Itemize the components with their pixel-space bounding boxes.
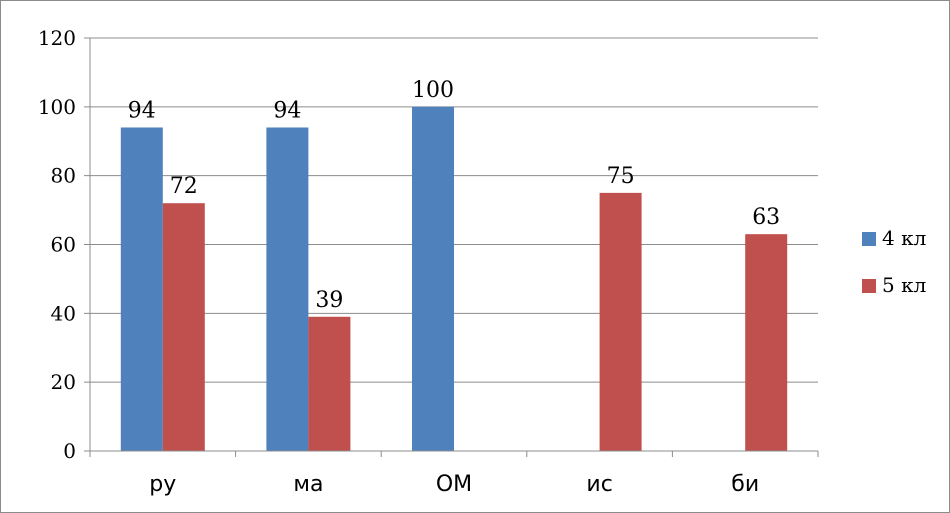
x-tick-label: би (731, 472, 759, 497)
bar (120, 127, 163, 451)
bar (266, 127, 309, 451)
data-label: 39 (315, 288, 343, 313)
data-label: 72 (170, 174, 198, 199)
bar (599, 192, 642, 451)
x-tick-label: ОМ (436, 472, 472, 497)
data-label: 94 (273, 98, 301, 123)
y-tick-label: 120 (38, 26, 76, 50)
legend-label: 4 кл (882, 226, 926, 250)
bar (308, 316, 351, 451)
y-tick-label: 60 (51, 233, 76, 257)
data-label: 100 (412, 78, 454, 103)
y-tick-label: 40 (51, 301, 76, 325)
legend-swatch (862, 279, 876, 293)
y-tick-label: 20 (51, 370, 76, 394)
data-label: 94 (128, 98, 156, 123)
legend-label: 5 кл (882, 273, 926, 297)
data-label: 63 (752, 205, 780, 230)
legend-swatch (862, 232, 876, 246)
data-label: 75 (607, 164, 635, 189)
x-tick-label: ис (586, 472, 612, 497)
x-tick-label: ма (293, 472, 323, 497)
x-tick-label: ру (149, 472, 176, 497)
bar (162, 203, 205, 451)
y-tick-label: 100 (38, 95, 76, 119)
y-tick-label: 0 (63, 439, 76, 463)
y-tick-label: 80 (51, 164, 76, 188)
bar (412, 106, 454, 451)
bar (745, 234, 788, 451)
